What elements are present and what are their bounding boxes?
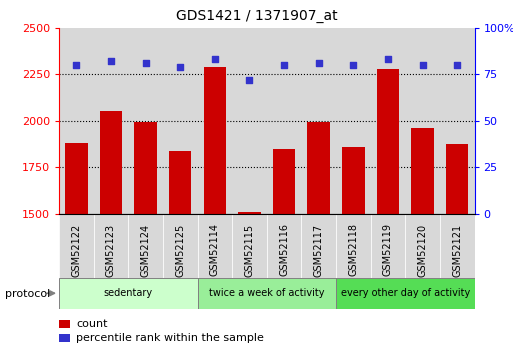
Bar bbox=[370, 214, 405, 278]
Bar bbox=[204, 67, 226, 214]
Point bbox=[384, 57, 392, 62]
Bar bbox=[377, 69, 399, 214]
Bar bbox=[411, 128, 434, 214]
Bar bbox=[163, 214, 198, 278]
Point bbox=[280, 62, 288, 68]
Text: twice a week of activity: twice a week of activity bbox=[209, 288, 325, 298]
Bar bbox=[232, 214, 267, 278]
Bar bbox=[93, 28, 128, 214]
Bar bbox=[163, 28, 198, 214]
Bar bbox=[440, 28, 475, 214]
Point bbox=[211, 57, 219, 62]
Text: percentile rank within the sample: percentile rank within the sample bbox=[76, 333, 264, 343]
Point bbox=[453, 62, 461, 68]
Point bbox=[72, 62, 81, 68]
Text: GSM52122: GSM52122 bbox=[71, 224, 81, 277]
Bar bbox=[198, 278, 336, 309]
Bar bbox=[342, 147, 365, 214]
Bar bbox=[238, 212, 261, 214]
Bar bbox=[405, 28, 440, 214]
Text: every other day of activity: every other day of activity bbox=[341, 288, 470, 298]
Text: GSM52115: GSM52115 bbox=[245, 224, 254, 277]
Text: sedentary: sedentary bbox=[104, 288, 153, 298]
Point bbox=[349, 62, 358, 68]
Text: GSM52120: GSM52120 bbox=[418, 224, 427, 277]
Bar bbox=[198, 28, 232, 214]
Bar bbox=[307, 122, 330, 214]
Text: GDS1421 / 1371907_at: GDS1421 / 1371907_at bbox=[175, 9, 338, 23]
Point bbox=[245, 77, 253, 82]
Point bbox=[314, 60, 323, 66]
Bar bbox=[59, 278, 198, 309]
Point bbox=[142, 60, 150, 66]
Point bbox=[107, 58, 115, 64]
Text: GSM52123: GSM52123 bbox=[106, 224, 116, 277]
Bar bbox=[65, 143, 88, 214]
Text: GSM52116: GSM52116 bbox=[279, 224, 289, 276]
Bar bbox=[336, 214, 370, 278]
Text: protocol: protocol bbox=[5, 289, 50, 299]
Text: GSM52117: GSM52117 bbox=[314, 224, 324, 277]
Bar bbox=[128, 28, 163, 214]
Bar bbox=[267, 28, 301, 214]
Bar bbox=[301, 214, 336, 278]
Text: GSM52118: GSM52118 bbox=[348, 224, 358, 276]
Text: GSM52125: GSM52125 bbox=[175, 224, 185, 277]
Bar bbox=[370, 28, 405, 214]
Bar bbox=[405, 214, 440, 278]
Bar bbox=[169, 150, 191, 214]
Text: count: count bbox=[76, 319, 108, 329]
Text: GSM52119: GSM52119 bbox=[383, 224, 393, 276]
Point bbox=[419, 62, 427, 68]
Bar bbox=[59, 214, 93, 278]
Text: GSM52124: GSM52124 bbox=[141, 224, 150, 277]
Bar bbox=[134, 122, 157, 214]
Bar bbox=[273, 149, 295, 214]
Bar bbox=[198, 214, 232, 278]
Bar bbox=[446, 144, 468, 214]
Bar bbox=[128, 214, 163, 278]
Bar bbox=[100, 110, 122, 214]
Bar bbox=[336, 278, 475, 309]
Bar bbox=[267, 214, 301, 278]
Bar bbox=[440, 214, 475, 278]
Bar bbox=[59, 320, 70, 328]
Bar bbox=[59, 28, 93, 214]
Bar bbox=[59, 334, 70, 342]
Text: GSM52114: GSM52114 bbox=[210, 224, 220, 276]
Bar bbox=[93, 214, 128, 278]
Bar bbox=[301, 28, 336, 214]
Text: GSM52121: GSM52121 bbox=[452, 224, 462, 277]
Bar bbox=[232, 28, 267, 214]
Point bbox=[176, 64, 184, 69]
Bar bbox=[336, 28, 370, 214]
